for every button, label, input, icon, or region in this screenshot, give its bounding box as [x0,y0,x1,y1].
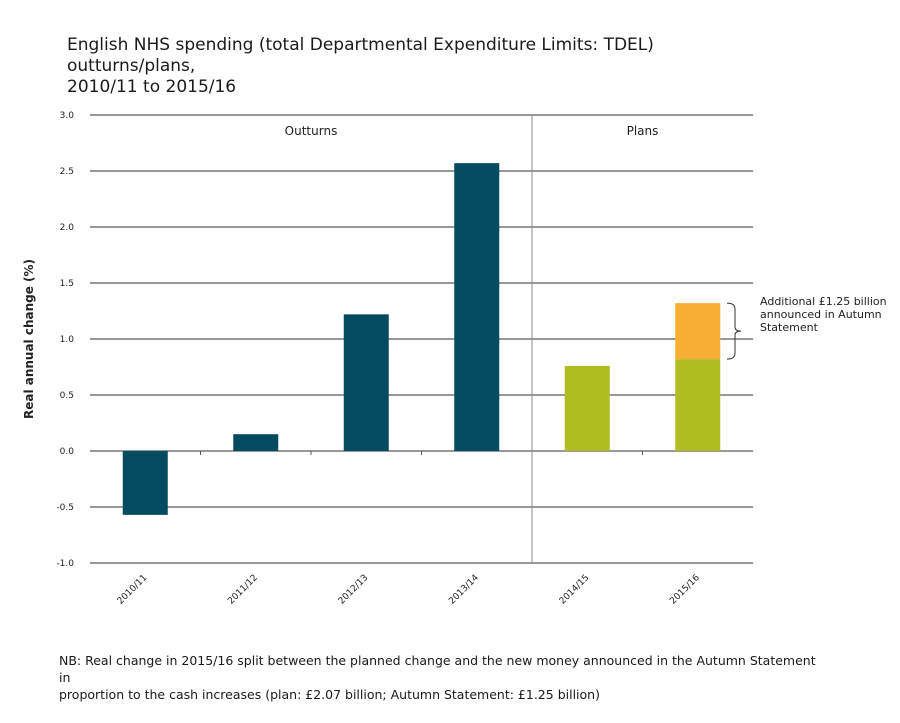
annotation-bracket [726,302,742,360]
bar-2010-11-s0 [122,451,168,515]
y-tick-label: 3.0 [60,111,75,121]
y-tick-label: -0.5 [56,503,74,513]
bar-2015-16-s1 [675,359,721,451]
y-tick-label: 2.0 [60,223,75,233]
y-tick-label: -1.0 [56,559,74,569]
section-label-outturns: Outturns [285,124,338,138]
section-label-plans: Plans [627,124,659,138]
annotation-text-line: announced in Autumn [760,308,882,321]
x-tick-label: 2014/15 [558,573,592,607]
bar-2014-15-s1 [564,365,610,451]
bar-2013-14-s0 [454,163,500,451]
x-tick-label: 2012/13 [337,573,371,607]
y-tick-label: 0.0 [60,447,75,457]
annotation-text-line: Additional £1.25 billion [760,295,887,308]
y-tick-label: 2.5 [60,167,74,177]
x-tick-label: 2010/11 [116,573,150,607]
y-axis-label: Real annual change (%) [22,259,36,419]
bar-2011-12-s0 [233,434,279,451]
y-tick-label: 0.5 [60,391,74,401]
footnote-line-1: NB: Real change in 2015/16 split between… [59,653,816,685]
bar-2015-16-s2 [675,303,721,360]
footnote-line-2: proportion to the cash increases (plan: … [59,687,600,702]
footnote: NB: Real change in 2015/16 split between… [59,652,819,703]
annotation-text-line: Statement [760,321,819,334]
chart-title-line-1: English NHS spending (total Departmental… [67,35,654,76]
y-tick-label: 1.0 [60,335,75,345]
x-tick-label: 2015/16 [668,573,702,607]
bar-2012-13-s0 [343,314,389,451]
chart-title-line-2: 2010/11 to 2015/16 [67,77,237,97]
chart-title: English NHS spending (total Departmental… [67,35,767,98]
x-tick-label: 2011/12 [226,573,260,607]
y-tick-label: 1.5 [60,279,74,289]
x-tick-label: 2013/14 [447,573,481,607]
chart: 3.0 2.5 2.0 1.5 1.0 0.5 0.0 -0.5 -1.0 Outturns Pla… [22,111,887,607]
